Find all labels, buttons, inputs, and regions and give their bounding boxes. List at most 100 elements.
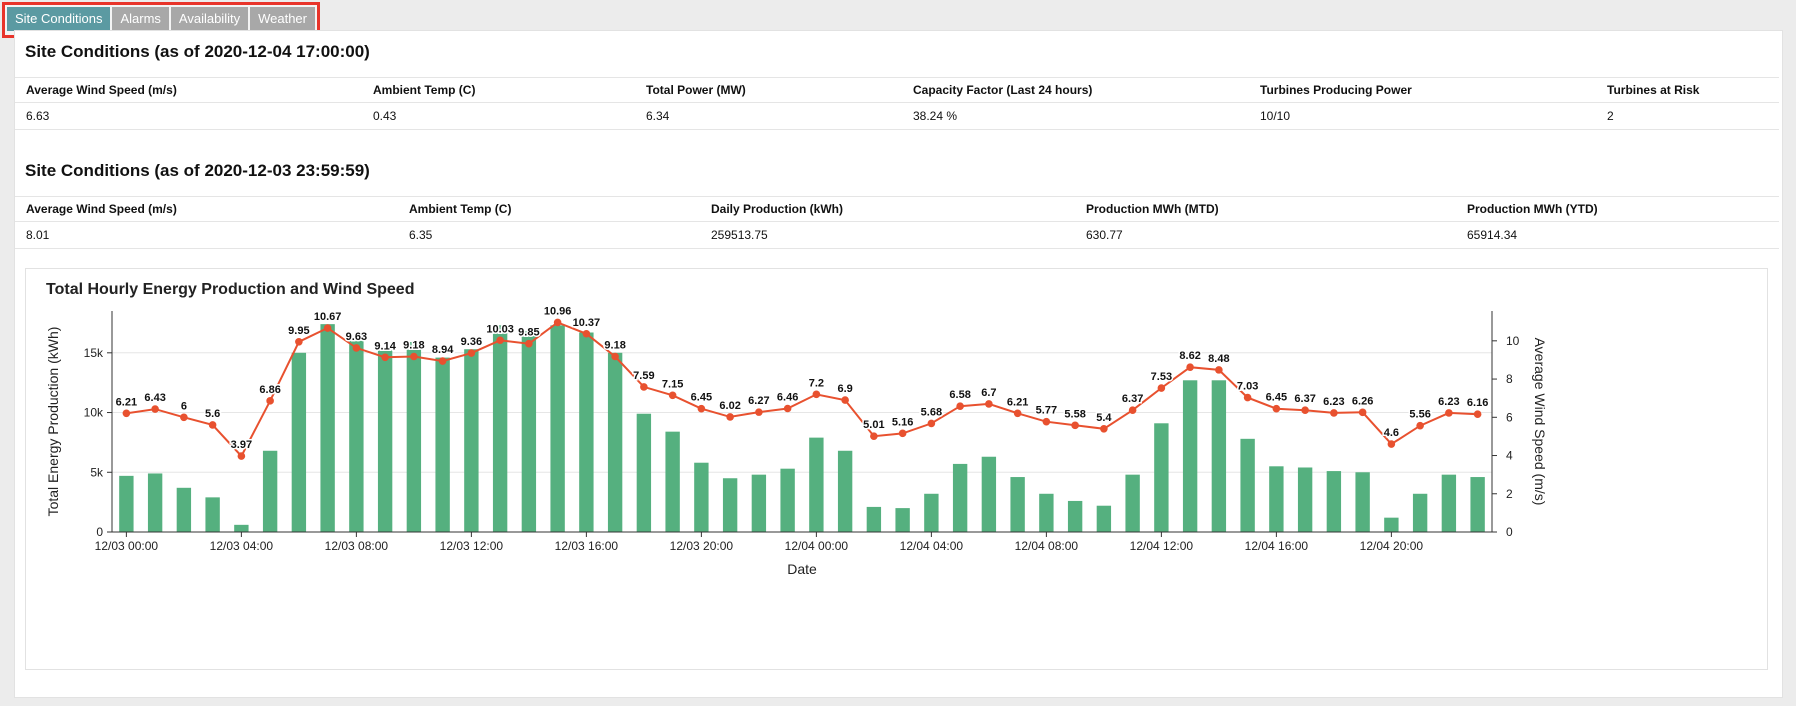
table-cell: 630.77 (1075, 221, 1456, 249)
table-row: 8.01 6.35 259513.75 630.77 65914.34 (15, 221, 1779, 249)
wind-speed-point (1387, 440, 1396, 448)
energy-bar (665, 431, 680, 532)
energy-bar (1067, 500, 1083, 532)
table-cell: 10/10 (1249, 102, 1596, 130)
energy-bar (521, 331, 537, 532)
wind-speed-data-label: 9.14 (374, 340, 396, 352)
wind-speed-point (755, 408, 763, 416)
y-right-tick-label: 4 (1506, 449, 1513, 463)
energy-bar (147, 473, 163, 532)
energy-bar (1470, 477, 1485, 532)
tab-weather[interactable]: Weather (250, 7, 315, 31)
x-tick-label: 12/04 08:00 (1015, 539, 1079, 553)
table-header: Average Wind Speed (m/s) (15, 196, 398, 222)
wind-speed-data-label: 7.03 (1237, 381, 1258, 393)
energy-bar (694, 462, 709, 532)
tab-bar: Site Conditions Alarms Availability Weat… (2, 2, 320, 38)
y-left-tick-label: 0 (96, 525, 103, 539)
wind-speed-data-label: 6.23 (1323, 396, 1344, 408)
x-tick-label: 12/03 12:00 (440, 539, 504, 553)
x-tick-label: 12/04 20:00 (1360, 539, 1424, 553)
table-header-row: Average Wind Speed (m/s) Ambient Temp (C… (15, 196, 1779, 222)
energy-bar (1384, 517, 1399, 532)
wind-speed-data-label: 4.6 (1384, 427, 1399, 439)
table-cell: 0.43 (362, 102, 635, 130)
energy-bar (1096, 505, 1112, 532)
energy-bar (866, 506, 882, 532)
wind-speed-data-label: 6 (181, 400, 187, 412)
energy-bar (722, 478, 738, 532)
energy-bar (464, 349, 479, 532)
wind-speed-point (323, 324, 332, 332)
wind-speed-point (1186, 363, 1194, 372)
energy-bar (492, 325, 508, 532)
wind-speed-data-label: 6.26 (1352, 395, 1373, 407)
x-tick-label: 12/03 00:00 (95, 539, 159, 553)
x-tick-label: 12/04 12:00 (1130, 539, 1194, 553)
wind-speed-data-label: 6.45 (691, 392, 712, 404)
wind-speed-point (668, 391, 677, 400)
x-tick-label: 12/03 20:00 (670, 539, 734, 553)
wind-speed-data-label: 6.21 (116, 396, 137, 408)
wind-speed-data-label: 7.15 (662, 378, 683, 390)
y-left-tick-label: 5k (90, 465, 104, 479)
table-header: Ambient Temp (C) (362, 77, 635, 103)
table-header: Turbines at Risk (1596, 77, 1779, 103)
table-cell: 2 (1596, 102, 1779, 130)
wind-speed-data-label: 6.45 (1266, 392, 1287, 404)
daily-conditions-table: Average Wind Speed (m/s) Ambient Temp (C… (15, 196, 1779, 249)
energy-bar (1154, 423, 1169, 532)
x-tick-label: 12/04 00:00 (785, 539, 849, 553)
wind-speed-point (1243, 393, 1252, 402)
wind-speed-point (956, 402, 964, 411)
wind-speed-data-label: 5.6 (205, 408, 220, 420)
energy-bar (952, 463, 968, 532)
wind-speed-data-label: 7.53 (1151, 371, 1172, 383)
energy-bar (607, 352, 623, 532)
energy-bar (1297, 467, 1313, 532)
wind-speed-point (582, 329, 591, 338)
wind-speed-point (295, 337, 303, 346)
wind-speed-point (1013, 409, 1022, 418)
wind-speed-point (985, 400, 993, 408)
wind-speed-point (841, 396, 849, 404)
energy-bar (234, 524, 249, 532)
energy-bar (1010, 477, 1025, 532)
energy-bar (1412, 493, 1428, 532)
wind-speed-data-label: 6.7 (981, 387, 996, 399)
table-header: Total Power (MW) (635, 77, 902, 103)
tab-alarms[interactable]: Alarms (112, 7, 169, 31)
wind-speed-data-label: 5.77 (1036, 405, 1057, 417)
wind-speed-point (352, 344, 361, 352)
wind-speed-data-label: 10.03 (486, 323, 514, 335)
wind-speed-point (151, 405, 159, 413)
y-right-tick-label: 8 (1506, 372, 1513, 386)
wind-speed-point (496, 336, 504, 345)
y-right-axis-label: Average Wind Speed (m/s) (1532, 338, 1548, 506)
wind-speed-data-label: 6.58 (949, 389, 970, 401)
wind-speed-data-label: 9.85 (518, 327, 539, 339)
wind-speed-point (726, 413, 734, 421)
wind-speed-data-label: 6.02 (719, 400, 740, 412)
energy-bar (751, 474, 767, 532)
wind-speed-data-label: 10.37 (573, 317, 601, 329)
wind-speed-data-label: 7.59 (633, 370, 654, 382)
tab-site-conditions[interactable]: Site Conditions (7, 7, 111, 31)
wind-speed-point (1358, 408, 1367, 417)
table-row: 6.63 0.43 6.34 38.24 % 10/10 2 (15, 102, 1779, 130)
wind-speed-point (122, 409, 131, 418)
table-header: Capacity Factor (Last 24 hours) (902, 77, 1249, 103)
wind-speed-line (126, 321, 1478, 458)
energy-bar (205, 497, 220, 532)
wind-speed-point (611, 352, 619, 361)
wind-speed-data-label: 6.37 (1294, 393, 1315, 405)
y-left-axis-label: Total Energy Production (kWh) (45, 327, 61, 517)
energy-bar (809, 437, 824, 532)
wind-speed-data-label: 9.95 (288, 325, 309, 337)
wind-speed-point (1301, 406, 1309, 415)
energy-bar (176, 487, 192, 532)
tab-availability[interactable]: Availability (170, 7, 249, 31)
energy-bar (924, 493, 939, 532)
wind-speed-point (525, 339, 533, 348)
wind-speed-data-label: 9.18 (604, 340, 625, 352)
